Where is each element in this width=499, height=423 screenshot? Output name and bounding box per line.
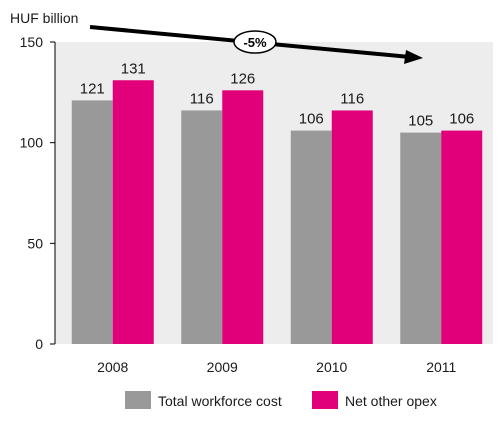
trend-badge <box>233 30 277 54</box>
data-labels-layer: 121 131 116 126 106 116 105 106 <box>80 60 475 129</box>
bar <box>441 130 483 344</box>
y-axis: 0 50 100 150 <box>20 34 56 352</box>
x-tick-label: 2009 <box>207 359 238 375</box>
bar <box>331 110 373 344</box>
bar <box>71 100 113 345</box>
data-label: 105 <box>408 113 433 130</box>
y-tick-label: 150 <box>20 34 44 50</box>
bar <box>222 90 264 344</box>
data-label: 131 <box>121 60 146 77</box>
data-label: 106 <box>299 111 324 128</box>
legend: Total workforce cost Net other opex <box>125 391 437 409</box>
bar <box>400 132 442 344</box>
trend-annotation: -5% <box>89 25 423 64</box>
y-tick-label: 50 <box>27 235 43 251</box>
legend-label: Net other opex <box>345 393 437 409</box>
legend-label: Total workforce cost <box>158 393 282 409</box>
x-axis: 2008 2009 2010 2011 <box>97 359 456 375</box>
legend-swatch <box>125 391 151 409</box>
bars-layer <box>71 80 483 345</box>
bar <box>112 80 154 345</box>
data-label: 106 <box>449 111 474 128</box>
trend-label: -5% <box>243 35 267 50</box>
data-label: 116 <box>340 90 364 107</box>
x-tick-label: 2010 <box>316 359 347 375</box>
x-tick-label: 2011 <box>426 359 456 375</box>
data-label: 126 <box>230 70 255 87</box>
x-tick-label: 2008 <box>97 359 128 375</box>
trend-arrow-head <box>404 50 423 64</box>
bar <box>181 110 223 344</box>
y-tick-label: 0 <box>35 336 43 352</box>
data-label: 121 <box>80 80 105 97</box>
y-tick-label: 100 <box>20 135 44 151</box>
legend-swatch <box>312 391 338 409</box>
unit-label: HUF billion <box>10 10 78 26</box>
data-label: 116 <box>190 90 214 107</box>
bar <box>290 130 332 344</box>
